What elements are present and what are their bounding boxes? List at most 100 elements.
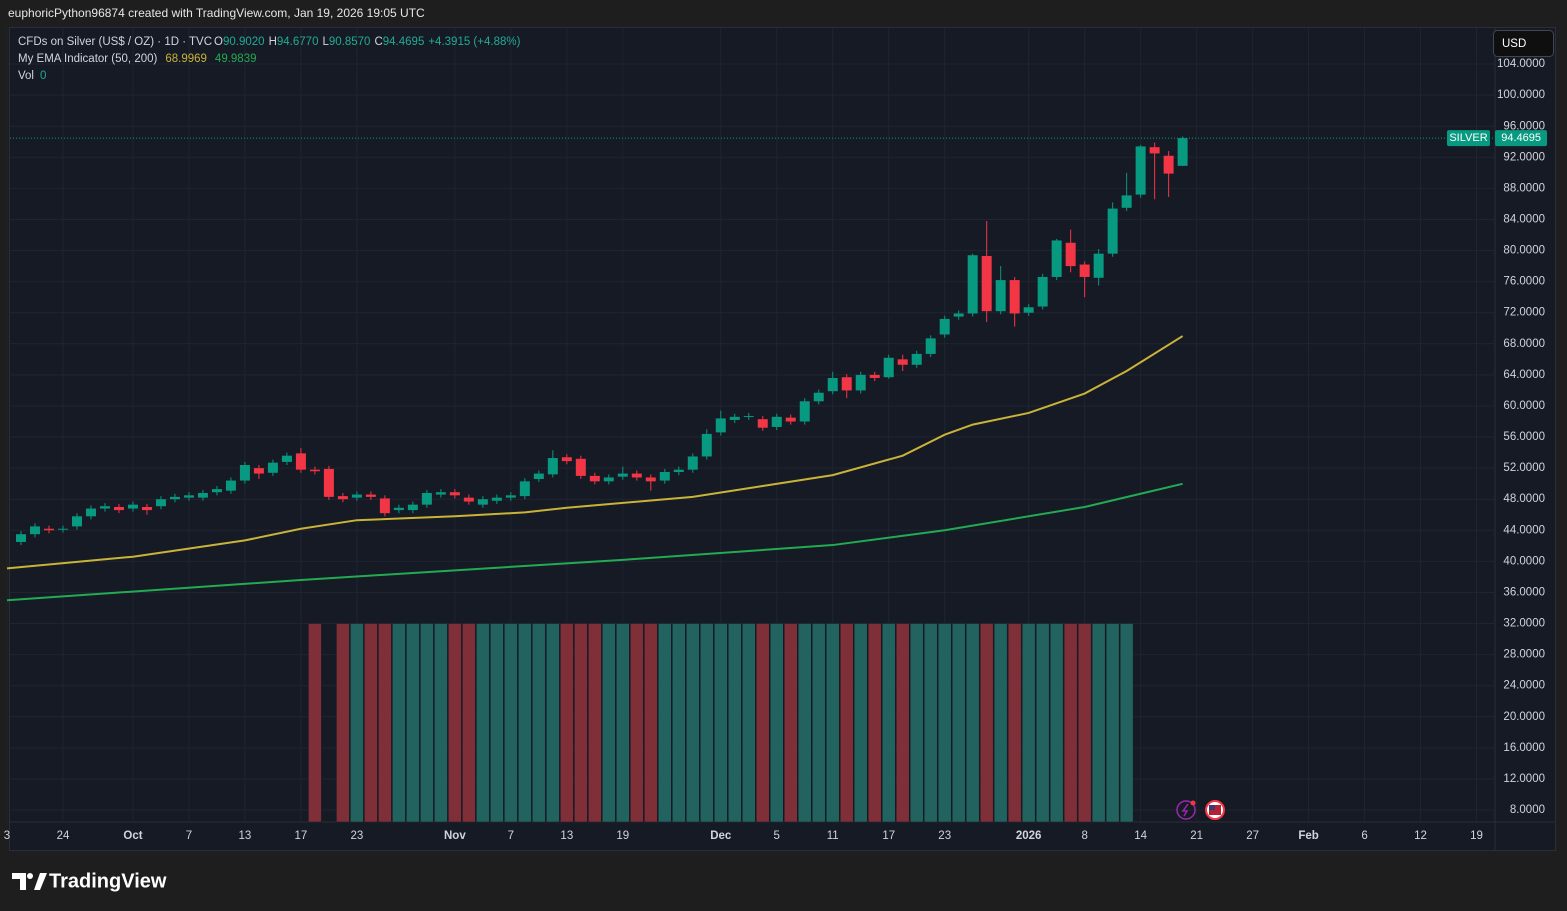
plot-layer: 8.0000 12.0000 16.0000 20.0000 24.0000 28.000… — [4, 28, 1547, 842]
volume-bar — [476, 623, 490, 823]
candle-body — [1037, 276, 1048, 307]
close-letter: C — [374, 36, 382, 48]
y-tick-label: 96.0000 — [1503, 120, 1545, 132]
y-tick-label: 16.0000 — [1503, 742, 1545, 754]
symbol: CFDs on Silver (US$ / OZ) · 1D · TVC — [18, 36, 212, 48]
candle-body — [85, 508, 96, 517]
currency-button[interactable] — [1493, 30, 1554, 57]
candle-body — [897, 359, 908, 365]
candle-body — [309, 469, 320, 472]
candle-body — [869, 374, 880, 378]
logo-dot — [27, 873, 33, 879]
currency-label[interactable]: USD — [1502, 38, 1526, 50]
y-tick-label: 100.0000 — [1497, 89, 1545, 101]
volume-bar — [756, 623, 770, 823]
candle-body — [449, 492, 460, 496]
volume-bar — [1105, 623, 1120, 823]
open-value: 90.9020 — [223, 36, 265, 48]
candle-body — [183, 495, 194, 498]
candle-body — [575, 458, 586, 476]
candle-body — [645, 477, 656, 482]
volume-bar — [546, 623, 560, 823]
y-tick-label: 104.0000 — [1497, 58, 1545, 70]
volume-bar — [1021, 623, 1036, 823]
candle-body — [29, 526, 40, 535]
moving-average — [6, 335, 1184, 570]
volume-bar — [937, 623, 952, 823]
candle-body — [1121, 195, 1132, 208]
x-tick-label: Nov — [444, 830, 466, 842]
candle-body — [169, 496, 180, 500]
candle-body — [673, 469, 684, 473]
candle-body — [477, 499, 488, 505]
candle-body — [827, 377, 838, 392]
volume-bar — [811, 623, 826, 823]
y-tick-label: 40.0000 — [1503, 555, 1545, 567]
x-tick-label: 12 — [1414, 830, 1427, 842]
indicator-line: My EMA Indicator (50, 200) 68.9969 49.9839 — [18, 53, 257, 65]
volume-bar — [965, 623, 980, 823]
candle-body — [127, 504, 138, 509]
x-tick-label: 23 — [350, 830, 363, 842]
brand-logo: TradingView — [12, 870, 167, 892]
candle-body — [617, 473, 628, 477]
candle-body — [351, 494, 362, 498]
volume-line: Vol 0 — [18, 70, 46, 82]
candle-body — [71, 516, 82, 527]
y-tick-label: 84.0000 — [1503, 213, 1545, 225]
candle-body — [1135, 146, 1146, 195]
volume-name: Vol — [18, 70, 34, 82]
price-badge — [1495, 130, 1547, 147]
x-tick-label: 7 — [186, 830, 192, 842]
candle-body — [1093, 253, 1104, 278]
logo-mark — [12, 873, 26, 890]
volume-bar — [560, 623, 574, 823]
volume-bar — [420, 623, 434, 823]
candle-body — [463, 497, 474, 502]
x-tick-label: 6 — [1361, 830, 1367, 842]
candle-body — [239, 465, 250, 481]
candle-body — [813, 392, 824, 402]
candle-body — [1107, 208, 1118, 254]
x-tick-label: 5 — [774, 830, 780, 842]
x-tick-label: 2026 — [1016, 830, 1042, 842]
candle-body — [267, 462, 278, 473]
candle-body — [995, 280, 1006, 312]
indicator-fast: 68.9969 — [165, 53, 207, 65]
candle-body — [757, 419, 768, 428]
candle-body — [547, 458, 558, 475]
candle-body — [785, 417, 796, 422]
event-icon[interactable] — [1176, 800, 1196, 820]
candle-body — [407, 504, 418, 511]
legend-line: CFDs on Silver (US$ / OZ) · 1D · TVC O90.… — [18, 36, 521, 48]
volume-bar — [658, 623, 672, 823]
candle-body — [533, 473, 544, 480]
candle-body — [925, 338, 936, 354]
volume-bar — [644, 623, 658, 823]
volume-bar — [462, 623, 476, 823]
y-tick-label: 20.0000 — [1503, 711, 1545, 723]
volume-bar — [700, 623, 714, 823]
volume-bar — [434, 623, 448, 823]
volume-bar — [490, 623, 504, 823]
candle-body — [1065, 242, 1076, 267]
y-tick-label: 68.0000 — [1503, 338, 1545, 350]
candle-body — [225, 480, 236, 491]
y-tick-label: 56.0000 — [1503, 431, 1545, 443]
volume-bar — [504, 623, 518, 823]
x-tick-label: 23 — [938, 830, 951, 842]
y-tick-label: 8.0000 — [1510, 804, 1545, 816]
volume-bar — [742, 623, 756, 823]
volume-bar — [532, 623, 546, 823]
volume-bar — [979, 623, 994, 823]
y-tick-label: 36.0000 — [1503, 586, 1545, 598]
candle-body — [603, 477, 614, 482]
candle-body — [1023, 307, 1034, 313]
volume-bar — [1091, 623, 1106, 823]
candle-body — [155, 499, 166, 507]
candle-body — [561, 457, 572, 462]
y-tick-label: 60.0000 — [1503, 400, 1545, 412]
volume-bar — [993, 623, 1008, 823]
candle-body — [1051, 240, 1062, 277]
